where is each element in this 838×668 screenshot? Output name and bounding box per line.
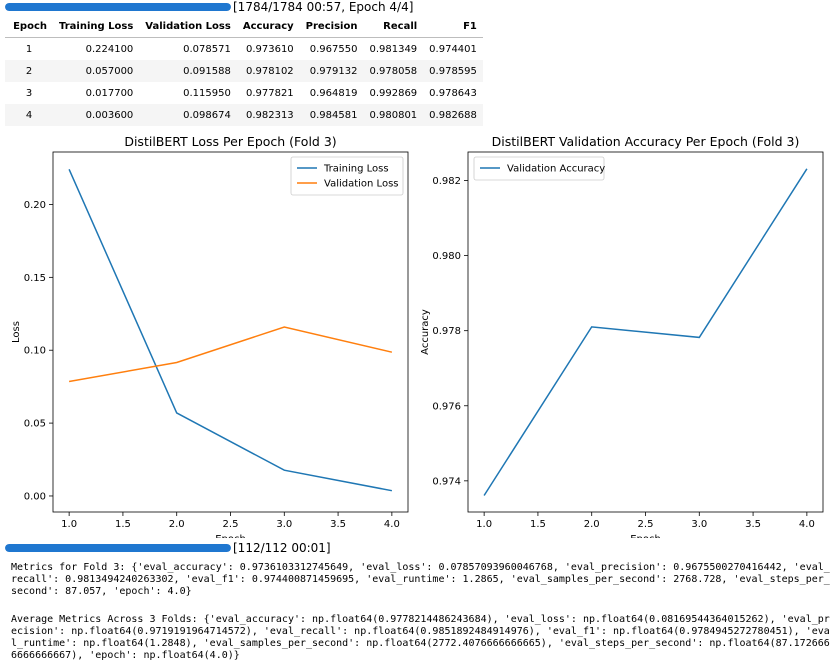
series-line-validation-loss [68, 326, 393, 383]
x-tick-label: 3.5 [330, 519, 346, 530]
cell-validation-loss: 0.098674 [139, 104, 237, 126]
table-row: 2 0.057000 0.091588 0.978102 0.979132 0.… [5, 60, 483, 82]
y-axis-label: Loss [11, 321, 22, 343]
fold-metrics-output: Metrics for Fold 3: {'eval_accuracy': 0.… [11, 562, 830, 597]
y-tick-label: 0.978 [432, 326, 461, 337]
x-axis-label: Epoch [215, 534, 246, 538]
cell-precision: 0.967550 [309, 43, 358, 55]
training-progress-fill [5, 3, 231, 11]
y-tick-label: 0.980 [432, 251, 461, 262]
cell-epoch: 3 [25, 87, 33, 99]
cell-recall: 0.980801 [363, 104, 424, 126]
series-line-validation-accuracy [483, 168, 808, 496]
cell-epoch: 1 [25, 43, 33, 55]
training-progress-label: [1784/1784 00:57, Epoch 4/4] [233, 0, 414, 14]
cell-f1: 0.982688 [423, 104, 483, 126]
plot-frame [52, 151, 409, 513]
cell-recall: 0.981349 [369, 43, 418, 55]
y-tick-label: 0.05 [24, 419, 46, 430]
cell-epoch: 4 [5, 104, 53, 126]
cell-precision: 0.979132 [299, 60, 364, 82]
legend-label: Training Loss [323, 164, 389, 175]
x-tick-label: 1.0 [61, 519, 77, 530]
x-tick-label: 1.0 [476, 519, 492, 530]
y-tick-label: 0.00 [24, 491, 46, 502]
header-validation-loss: Validation Loss [139, 15, 237, 38]
average-metrics-output: Average Metrics Across 3 Folds: {'eval_a… [11, 614, 830, 661]
header-precision: Precision [299, 15, 364, 38]
cell-precision: 0.964819 [309, 87, 358, 99]
x-tick-label: 1.5 [115, 519, 131, 530]
cell-f1: 0.974401 [429, 43, 477, 55]
header-f1: F1 [423, 15, 483, 38]
cell-validation-loss: 0.115950 [183, 87, 231, 99]
cell-f1: 0.978595 [423, 60, 483, 82]
cell-recall: 0.992869 [369, 87, 418, 99]
x-tick-label: 3.0 [691, 519, 707, 530]
legend-box [290, 156, 404, 196]
x-tick-label: 4.0 [799, 519, 815, 530]
training-metrics-table: Epoch Training Loss Validation Loss Accu… [5, 15, 483, 126]
chart-title: DistilBERT Validation Accuracy Per Epoch… [492, 134, 800, 149]
x-tick-label: 3.5 [745, 519, 761, 530]
cell-training-loss: 0.057000 [53, 60, 140, 82]
x-tick-label: 1.5 [530, 519, 546, 530]
legend-label: Validation Accuracy [507, 164, 605, 175]
table-row: 4 0.003600 0.098674 0.982313 0.984581 0.… [5, 104, 483, 126]
chart-title: DistilBERT Loss Per Epoch (Fold 3) [124, 134, 336, 149]
x-axis-label: Epoch [630, 534, 661, 538]
x-tick-label: 2.5 [223, 519, 239, 530]
cell-training-loss: 0.224100 [85, 43, 134, 55]
x-tick-label: 2.5 [638, 519, 654, 530]
x-tick-label: 2.0 [584, 519, 600, 530]
table-row: 3 0.017700 0.115950 0.977821 0.964819 0.… [5, 82, 483, 104]
x-tick-label: 2.0 [169, 519, 185, 530]
cell-accuracy: 0.982313 [236, 104, 300, 126]
cell-validation-loss: 0.078571 [183, 43, 231, 55]
eval-progress-track [5, 544, 231, 552]
eval-progress-label: [112/112 00:01] [233, 541, 331, 555]
cell-recall: 0.978058 [363, 60, 424, 82]
cell-accuracy: 0.978102 [236, 60, 300, 82]
y-tick-label: 0.974 [432, 476, 461, 487]
cell-precision: 0.984581 [299, 104, 364, 126]
y-tick-label: 0.976 [432, 401, 461, 412]
header-recall: Recall [363, 15, 424, 38]
y-tick-label: 0.20 [24, 200, 46, 211]
cell-accuracy: 0.973610 [245, 43, 294, 55]
y-axis-label: Accuracy [420, 309, 431, 355]
legend-box [473, 156, 605, 181]
cell-training-loss: 0.003600 [53, 104, 140, 126]
training-progress: [1784/1784 00:57, Epoch 4/4] [5, 0, 413, 15]
eval-progress: [112/112 00:01] [5, 540, 331, 556]
loss-chart: DistilBERT Loss Per Epoch (Fold 3) 1.0 1.5… [11, 134, 409, 538]
table-row: 1 0.224100 0.078571 0.973610 0.967550 0.… [5, 38, 483, 61]
cell-epoch: 2 [5, 60, 53, 82]
accuracy-chart: DistilBERT Validation Accuracy Per Epoch… [420, 134, 824, 538]
cell-training-loss: 0.017700 [85, 87, 134, 99]
y-tick-label: 0.15 [24, 273, 46, 284]
cell-f1: 0.978643 [429, 87, 477, 99]
cell-accuracy: 0.977821 [245, 87, 294, 99]
cell-validation-loss: 0.091588 [139, 60, 237, 82]
x-tick-label: 4.0 [384, 519, 400, 530]
header-training-loss: Training Loss [53, 15, 140, 38]
eval-progress-fill [5, 544, 231, 552]
series-line-training-loss [68, 168, 393, 492]
y-tick-label: 0.10 [24, 346, 46, 357]
legend-label: Validation Loss [324, 179, 399, 190]
training-progress-track [5, 3, 231, 11]
table-header-row: Epoch Training Loss Validation Loss Accu… [5, 15, 483, 38]
y-tick-label: 0.982 [432, 176, 461, 187]
header-epoch: Epoch [5, 15, 53, 38]
x-tick-label: 3.0 [276, 519, 292, 530]
header-accuracy: Accuracy [236, 15, 300, 38]
